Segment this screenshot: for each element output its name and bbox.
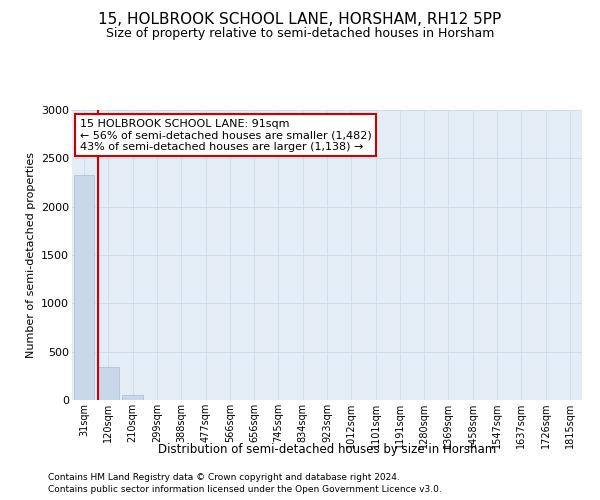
Text: Contains HM Land Registry data © Crown copyright and database right 2024.: Contains HM Land Registry data © Crown c… (48, 472, 400, 482)
Text: Contains public sector information licensed under the Open Government Licence v3: Contains public sector information licen… (48, 485, 442, 494)
Bar (98, 367, 119, 400)
Bar (122, 395, 143, 400)
Text: Size of property relative to semi-detached houses in Horsham: Size of property relative to semi-detach… (106, 28, 494, 40)
Y-axis label: Number of semi-detached properties: Number of semi-detached properties (26, 152, 35, 358)
Text: Distribution of semi-detached houses by size in Horsham: Distribution of semi-detached houses by … (158, 442, 496, 456)
Text: 15, HOLBROOK SCHOOL LANE, HORSHAM, RH12 5PP: 15, HOLBROOK SCHOOL LANE, HORSHAM, RH12 … (98, 12, 502, 28)
Text: 15 HOLBROOK SCHOOL LANE: 91sqm
← 56% of semi-detached houses are smaller (1,482): 15 HOLBROOK SCHOOL LANE: 91sqm ← 56% of … (80, 118, 371, 152)
Bar (74, 175, 94, 400)
